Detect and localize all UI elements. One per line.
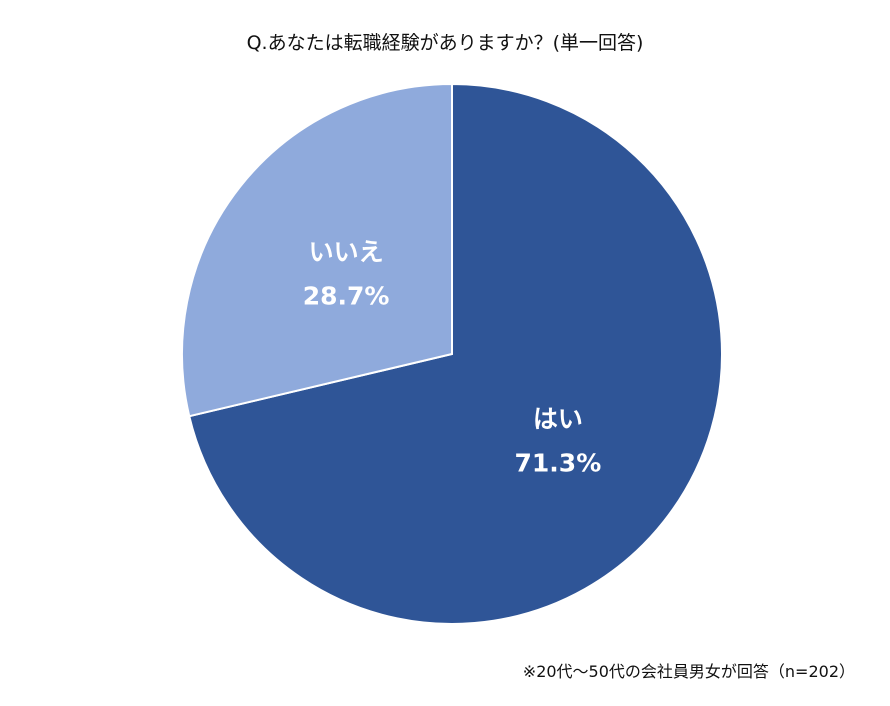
slice-value-label: 71.3% bbox=[515, 449, 602, 478]
pie-slices bbox=[181, 82, 723, 625]
slice-value-label: 28.7% bbox=[303, 281, 390, 310]
chart-title: Q.あなたは転職経験がありますか？(単一回答) bbox=[246, 32, 644, 54]
pie-slice-no bbox=[181, 82, 453, 418]
footnote: ※20代～50代の会社員男女が回答（n=202） bbox=[522, 662, 855, 681]
slice-category-label: はい bbox=[533, 405, 583, 434]
slice-category-label: いいえ bbox=[309, 237, 384, 266]
pie-labels: はい 71.3% いいえ 28.7% bbox=[303, 237, 602, 477]
pie-slice-yes bbox=[188, 82, 723, 625]
